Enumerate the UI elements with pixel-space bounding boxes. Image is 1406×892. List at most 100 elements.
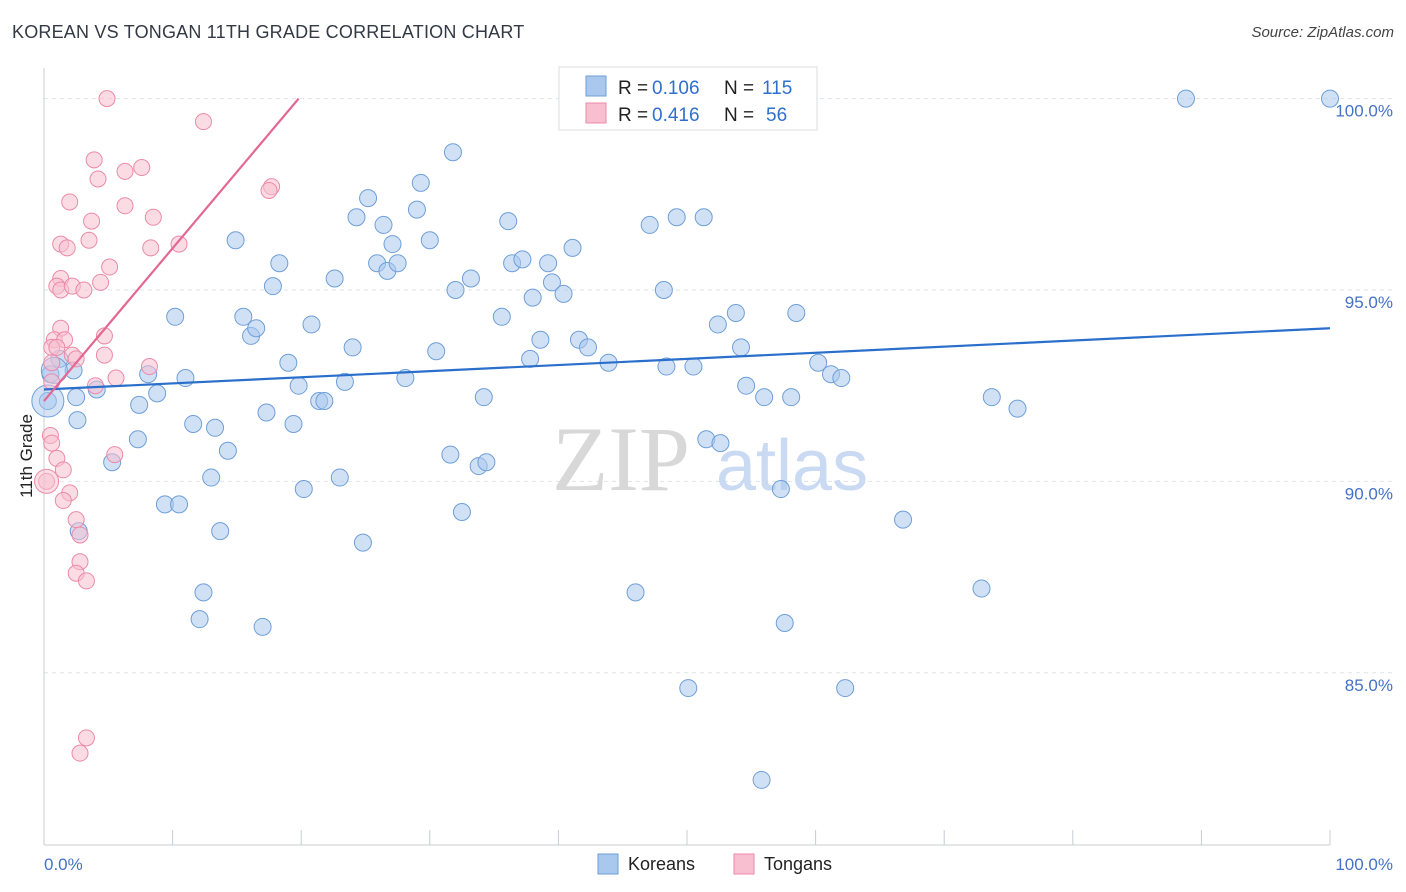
- legend-tongans-r-label: R =: [618, 105, 648, 126]
- korean-point: [427, 342, 446, 361]
- korean-point: [359, 189, 378, 208]
- korean-point: [68, 411, 87, 430]
- korean-point: [775, 614, 794, 632]
- korean-point: [374, 215, 393, 234]
- korean-point: [972, 579, 991, 598]
- x-ticks: [43, 830, 1331, 845]
- korean-point: [499, 212, 518, 231]
- chart-source: Source: ZipAtlas.com: [1251, 24, 1394, 41]
- tongan-point: [144, 208, 162, 226]
- korean-point: [148, 384, 167, 403]
- korean-point: [787, 303, 806, 322]
- korean-point: [130, 395, 149, 414]
- chart-title: KOREAN VS TONGAN 11TH GRADE CORRELATION …: [12, 22, 525, 42]
- legend-koreans-r-label: R =: [618, 78, 648, 99]
- tongan-point: [83, 212, 101, 230]
- korean-point: [640, 215, 659, 234]
- grid-layer: [44, 98, 1393, 674]
- korean-point: [832, 369, 851, 388]
- koreans-trend-line: [43, 327, 1331, 391]
- legend-koreans-r-value: 0.106: [652, 78, 700, 99]
- korean-point: [446, 281, 465, 299]
- legend-koreans-n-label: N =: [724, 78, 754, 99]
- tongan-point: [71, 526, 89, 544]
- korean-point: [1321, 89, 1339, 108]
- korean-point: [654, 281, 673, 299]
- korean-point: [461, 269, 480, 288]
- legend-bottom-tongans-label: Tongans: [764, 854, 832, 874]
- legend-top: R = 0.106 N = 115 R = 0.416 N = 56: [558, 66, 818, 131]
- y-tick-labels: 85.0% 90.0% 95.0% 100.0%: [1335, 102, 1393, 695]
- korean-point: [523, 288, 542, 307]
- korean-point: [441, 445, 460, 464]
- tongan-point: [80, 231, 98, 249]
- korean-point: [325, 269, 344, 288]
- tongan-point: [71, 744, 89, 762]
- korean-point: [302, 315, 321, 334]
- tongan-point: [116, 197, 134, 215]
- korean-point: [247, 319, 266, 338]
- tongan-point: [106, 446, 124, 464]
- korean-point: [289, 376, 308, 395]
- korean-point: [420, 231, 439, 250]
- korean-point: [554, 284, 573, 303]
- korean-point: [1008, 399, 1027, 418]
- legend-bottom-tongans-swatch: [733, 853, 755, 875]
- tongan-point: [61, 193, 79, 211]
- tongan-point: [92, 273, 110, 291]
- korean-point: [279, 353, 298, 372]
- korean-point: [388, 254, 407, 273]
- tongan-point: [77, 572, 95, 590]
- y-axis: 85.0% 90.0% 95.0% 100.0% 11th Grade: [17, 68, 1393, 845]
- korean-point: [166, 307, 185, 326]
- korean-point: [578, 338, 597, 357]
- korean-point: [737, 376, 756, 395]
- legend-tongans-n-label: N =: [724, 105, 754, 126]
- y-axis-label: 11th Grade: [17, 414, 36, 498]
- tongan-point: [140, 358, 158, 376]
- korean-point: [226, 231, 245, 250]
- korean-point: [407, 200, 426, 219]
- korean-point: [218, 441, 237, 460]
- y-tick-label: 95.0%: [1345, 293, 1393, 312]
- korean-point: [474, 388, 493, 407]
- legend-tongans-swatch: [585, 102, 607, 124]
- y-tick-label: 100.0%: [1335, 102, 1393, 121]
- tongan-point: [48, 338, 66, 356]
- korean-point: [626, 583, 645, 602]
- korean-point: [353, 533, 372, 552]
- tongan-point: [67, 350, 85, 368]
- y-tick-label: 85.0%: [1345, 676, 1393, 695]
- watermark: ZIP atlas: [552, 408, 868, 510]
- korean-point: [771, 480, 790, 499]
- x-tick-label-min: 0.0%: [44, 855, 83, 874]
- korean-point: [383, 235, 402, 254]
- legend-bottom: Koreans Tongans: [597, 853, 832, 875]
- korean-point: [531, 330, 550, 349]
- korean-point: [513, 250, 532, 269]
- tongan-point: [116, 162, 134, 180]
- tongan-point: [85, 151, 103, 169]
- tongan-point: [77, 729, 95, 747]
- korean-point: [335, 372, 354, 391]
- tongan-point: [101, 258, 119, 276]
- korean-point: [492, 307, 511, 326]
- korean-point: [184, 414, 203, 433]
- korean-point: [67, 388, 86, 407]
- tongan-point-cluster: [34, 468, 60, 494]
- korean-point: [684, 357, 703, 376]
- korean-point: [1176, 89, 1195, 108]
- legend-tongans-n-value: 56: [766, 105, 787, 126]
- korean-point: [752, 770, 771, 789]
- legend-koreans-swatch: [585, 75, 607, 97]
- korean-point: [982, 388, 1001, 407]
- korean-point: [315, 392, 334, 410]
- korean-point: [679, 679, 698, 698]
- tongans-trend-line: [43, 97, 300, 402]
- korean-point: [411, 173, 430, 192]
- tongan-point: [43, 373, 61, 391]
- legend-tongans-r-value: 0.416: [652, 105, 700, 126]
- legend-koreans-n-value: 115: [762, 78, 792, 99]
- korean-point: [284, 414, 303, 433]
